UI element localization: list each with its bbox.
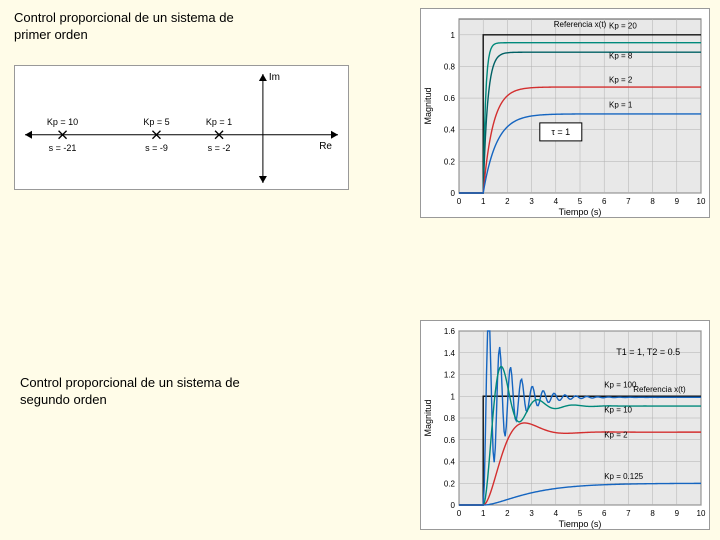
svg-text:Im: Im [269,72,280,83]
svg-text:6: 6 [602,509,607,518]
svg-text:τ = 1: τ = 1 [551,127,570,137]
chart-second-order-svg: 0 1 2 3 4 5 6 7 8 9 10 0 0.2 0.4 0.6 0.8 1 1.2 1.4 1.6 Tiemp… [421,321,711,531]
svg-text:Kp = 20: Kp = 20 [609,21,637,30]
svg-text:0: 0 [451,189,456,198]
svg-text:Kp = 5: Kp = 5 [143,117,169,127]
svg-text:Re: Re [319,141,332,152]
chart-second-order-panel: 0 1 2 3 4 5 6 7 8 9 10 0 0.2 0.4 0.6 0.8 1 1.2 1.4 1.6 Tiemp… [420,320,710,530]
svg-text:10: 10 [697,509,706,518]
svg-text:3: 3 [529,509,534,518]
svg-text:Kp = 100: Kp = 100 [604,381,637,390]
svg-text:1.6: 1.6 [444,327,456,336]
svg-text:1.4: 1.4 [444,349,456,358]
chart-first-order-panel: 0 1 2 3 4 5 6 7 8 9 10 0 0.2 0.4 0.6 0.8 1 Tiempo (s) Magn… [420,8,710,218]
svg-text:0: 0 [457,197,462,206]
svg-text:5: 5 [578,197,583,206]
svg-text:0.2: 0.2 [444,479,456,488]
svg-text:5: 5 [578,509,583,518]
svg-text:Kp = 10: Kp = 10 [604,406,632,415]
svg-text:1: 1 [451,392,456,401]
svg-text:1: 1 [481,509,486,518]
svg-text:2: 2 [505,509,510,518]
svg-text:1: 1 [451,31,456,40]
svg-text:Tiempo (s): Tiempo (s) [559,207,602,217]
title-second-order: Control proporcional de un sistema de se… [20,375,240,409]
svg-text:Kp = 2: Kp = 2 [609,75,633,84]
svg-text:4: 4 [554,197,559,206]
svg-text:2: 2 [505,197,510,206]
svg-text:Referencia x(t): Referencia x(t) [554,20,607,29]
svg-text:Kp = 2: Kp = 2 [604,431,628,440]
svg-text:Kp = 1: Kp = 1 [206,117,232,127]
svg-text:Kp = 1: Kp = 1 [609,101,633,110]
svg-text:9: 9 [675,509,680,518]
svg-text:Kp = 10: Kp = 10 [47,117,78,127]
svg-text:0.4: 0.4 [444,458,456,467]
svg-text:s = -9: s = -9 [145,143,168,153]
svg-text:1.2: 1.2 [444,371,456,380]
svg-text:4: 4 [554,509,559,518]
svg-text:0.8: 0.8 [444,62,456,71]
svg-text:T1 = 1, T2 = 0.5: T1 = 1, T2 = 0.5 [616,347,680,357]
svg-text:0.2: 0.2 [444,157,456,166]
title-first-order: Control proporcional de un sistema de pr… [14,10,234,44]
svg-text:Magnitud: Magnitud [423,399,433,436]
svg-text:Magnitud: Magnitud [423,87,433,124]
svg-text:7: 7 [626,509,631,518]
svg-text:3: 3 [529,197,534,206]
svg-text:Kp = 8: Kp = 8 [609,52,633,61]
svg-text:0.6: 0.6 [444,94,456,103]
pole-plot-panel: Im Re Kp = 10 s = -21 Kp = 5 s = -9 Kp = 1 s = … [14,65,349,190]
svg-text:Tiempo (s): Tiempo (s) [559,519,602,529]
svg-text:Referencia x(t): Referencia x(t) [633,385,686,394]
svg-text:s = -2: s = -2 [208,143,231,153]
svg-text:9: 9 [675,197,680,206]
svg-text:8: 8 [650,197,655,206]
pole-plot-svg: Im Re Kp = 10 s = -21 Kp = 5 s = -9 Kp = 1 s = … [15,66,350,191]
svg-text:0.8: 0.8 [444,414,456,423]
chart-first-order-svg: 0 1 2 3 4 5 6 7 8 9 10 0 0.2 0.4 0.6 0.8 1 Tiempo (s) Magn… [421,9,711,219]
svg-text:0: 0 [457,509,462,518]
svg-text:Kp = 0.125: Kp = 0.125 [604,472,643,481]
svg-text:6: 6 [602,197,607,206]
svg-text:7: 7 [626,197,631,206]
svg-text:0: 0 [451,501,456,510]
svg-text:0.4: 0.4 [444,126,456,135]
svg-text:8: 8 [650,509,655,518]
svg-text:10: 10 [697,197,706,206]
svg-text:s = -21: s = -21 [49,143,77,153]
svg-text:0.6: 0.6 [444,436,456,445]
svg-text:1: 1 [481,197,486,206]
